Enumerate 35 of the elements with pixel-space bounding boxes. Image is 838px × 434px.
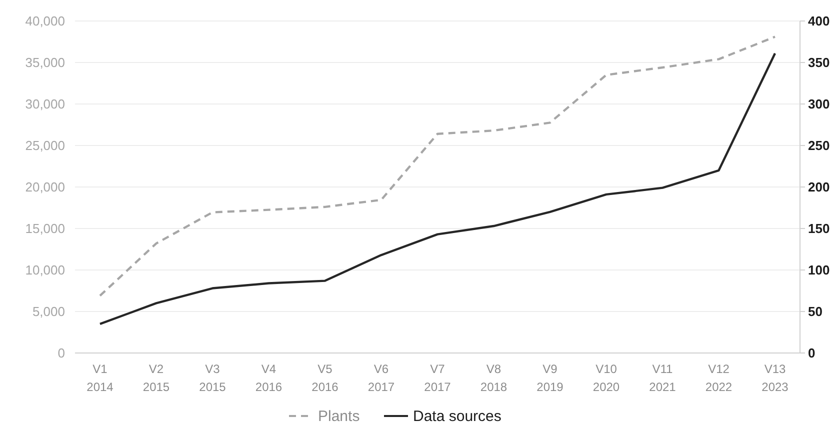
x-tick-label: V7 2017 (424, 362, 452, 394)
x-tick-label: V5 2016 (312, 362, 339, 394)
legend-label: Plants (318, 408, 360, 425)
x-tick-label: V11 2021 (649, 362, 676, 394)
x-tick-label: V2 2015 (142, 362, 170, 394)
legend-label: Data sources (413, 408, 502, 425)
x-tick-label: V13 2023 (762, 362, 789, 394)
x-tick-label: V3 2015 (199, 362, 226, 394)
y-tick-label: 40,000 (25, 14, 65, 29)
y2-tick-label: 250 (808, 138, 830, 154)
line-series (98, 36, 776, 297)
x-tick-label: V6 2017 (368, 362, 395, 394)
y2-tick-label: 300 (808, 96, 830, 112)
y2-tick-label: 0 (808, 346, 816, 361)
x-tick-label: V8 2018 (480, 362, 508, 394)
x-tick-label: V9 2019 (536, 362, 564, 394)
y2-tick-label: 100 (808, 262, 830, 278)
x-tick-label: V10 2020 (592, 362, 620, 394)
y2-tick-label: 200 (808, 180, 830, 195)
y-tick-label: 25,000 (25, 138, 65, 154)
x-tick-label: V12 2022 (705, 362, 732, 394)
x-tick-label: V4 2016 (255, 362, 282, 394)
y2-tick-label: 50 (808, 304, 822, 320)
y-tick-label: 5,000 (32, 304, 65, 320)
y-tick-label: 35,000 (25, 55, 65, 70)
y2-tick-label: 400 (808, 14, 830, 29)
x-tick-label: V1 2014 (86, 362, 114, 394)
y2-tick-label: 150 (808, 221, 830, 236)
y2-tick-label: 350 (808, 55, 830, 70)
y-tick-label: 10,000 (25, 262, 65, 278)
line-series (98, 52, 776, 326)
y-tick-label: 30,000 (25, 96, 65, 112)
y-tick-label: 15,000 (25, 221, 65, 236)
y-tick-label: 20,000 (25, 180, 65, 195)
y-tick-label: 0 (58, 346, 65, 361)
